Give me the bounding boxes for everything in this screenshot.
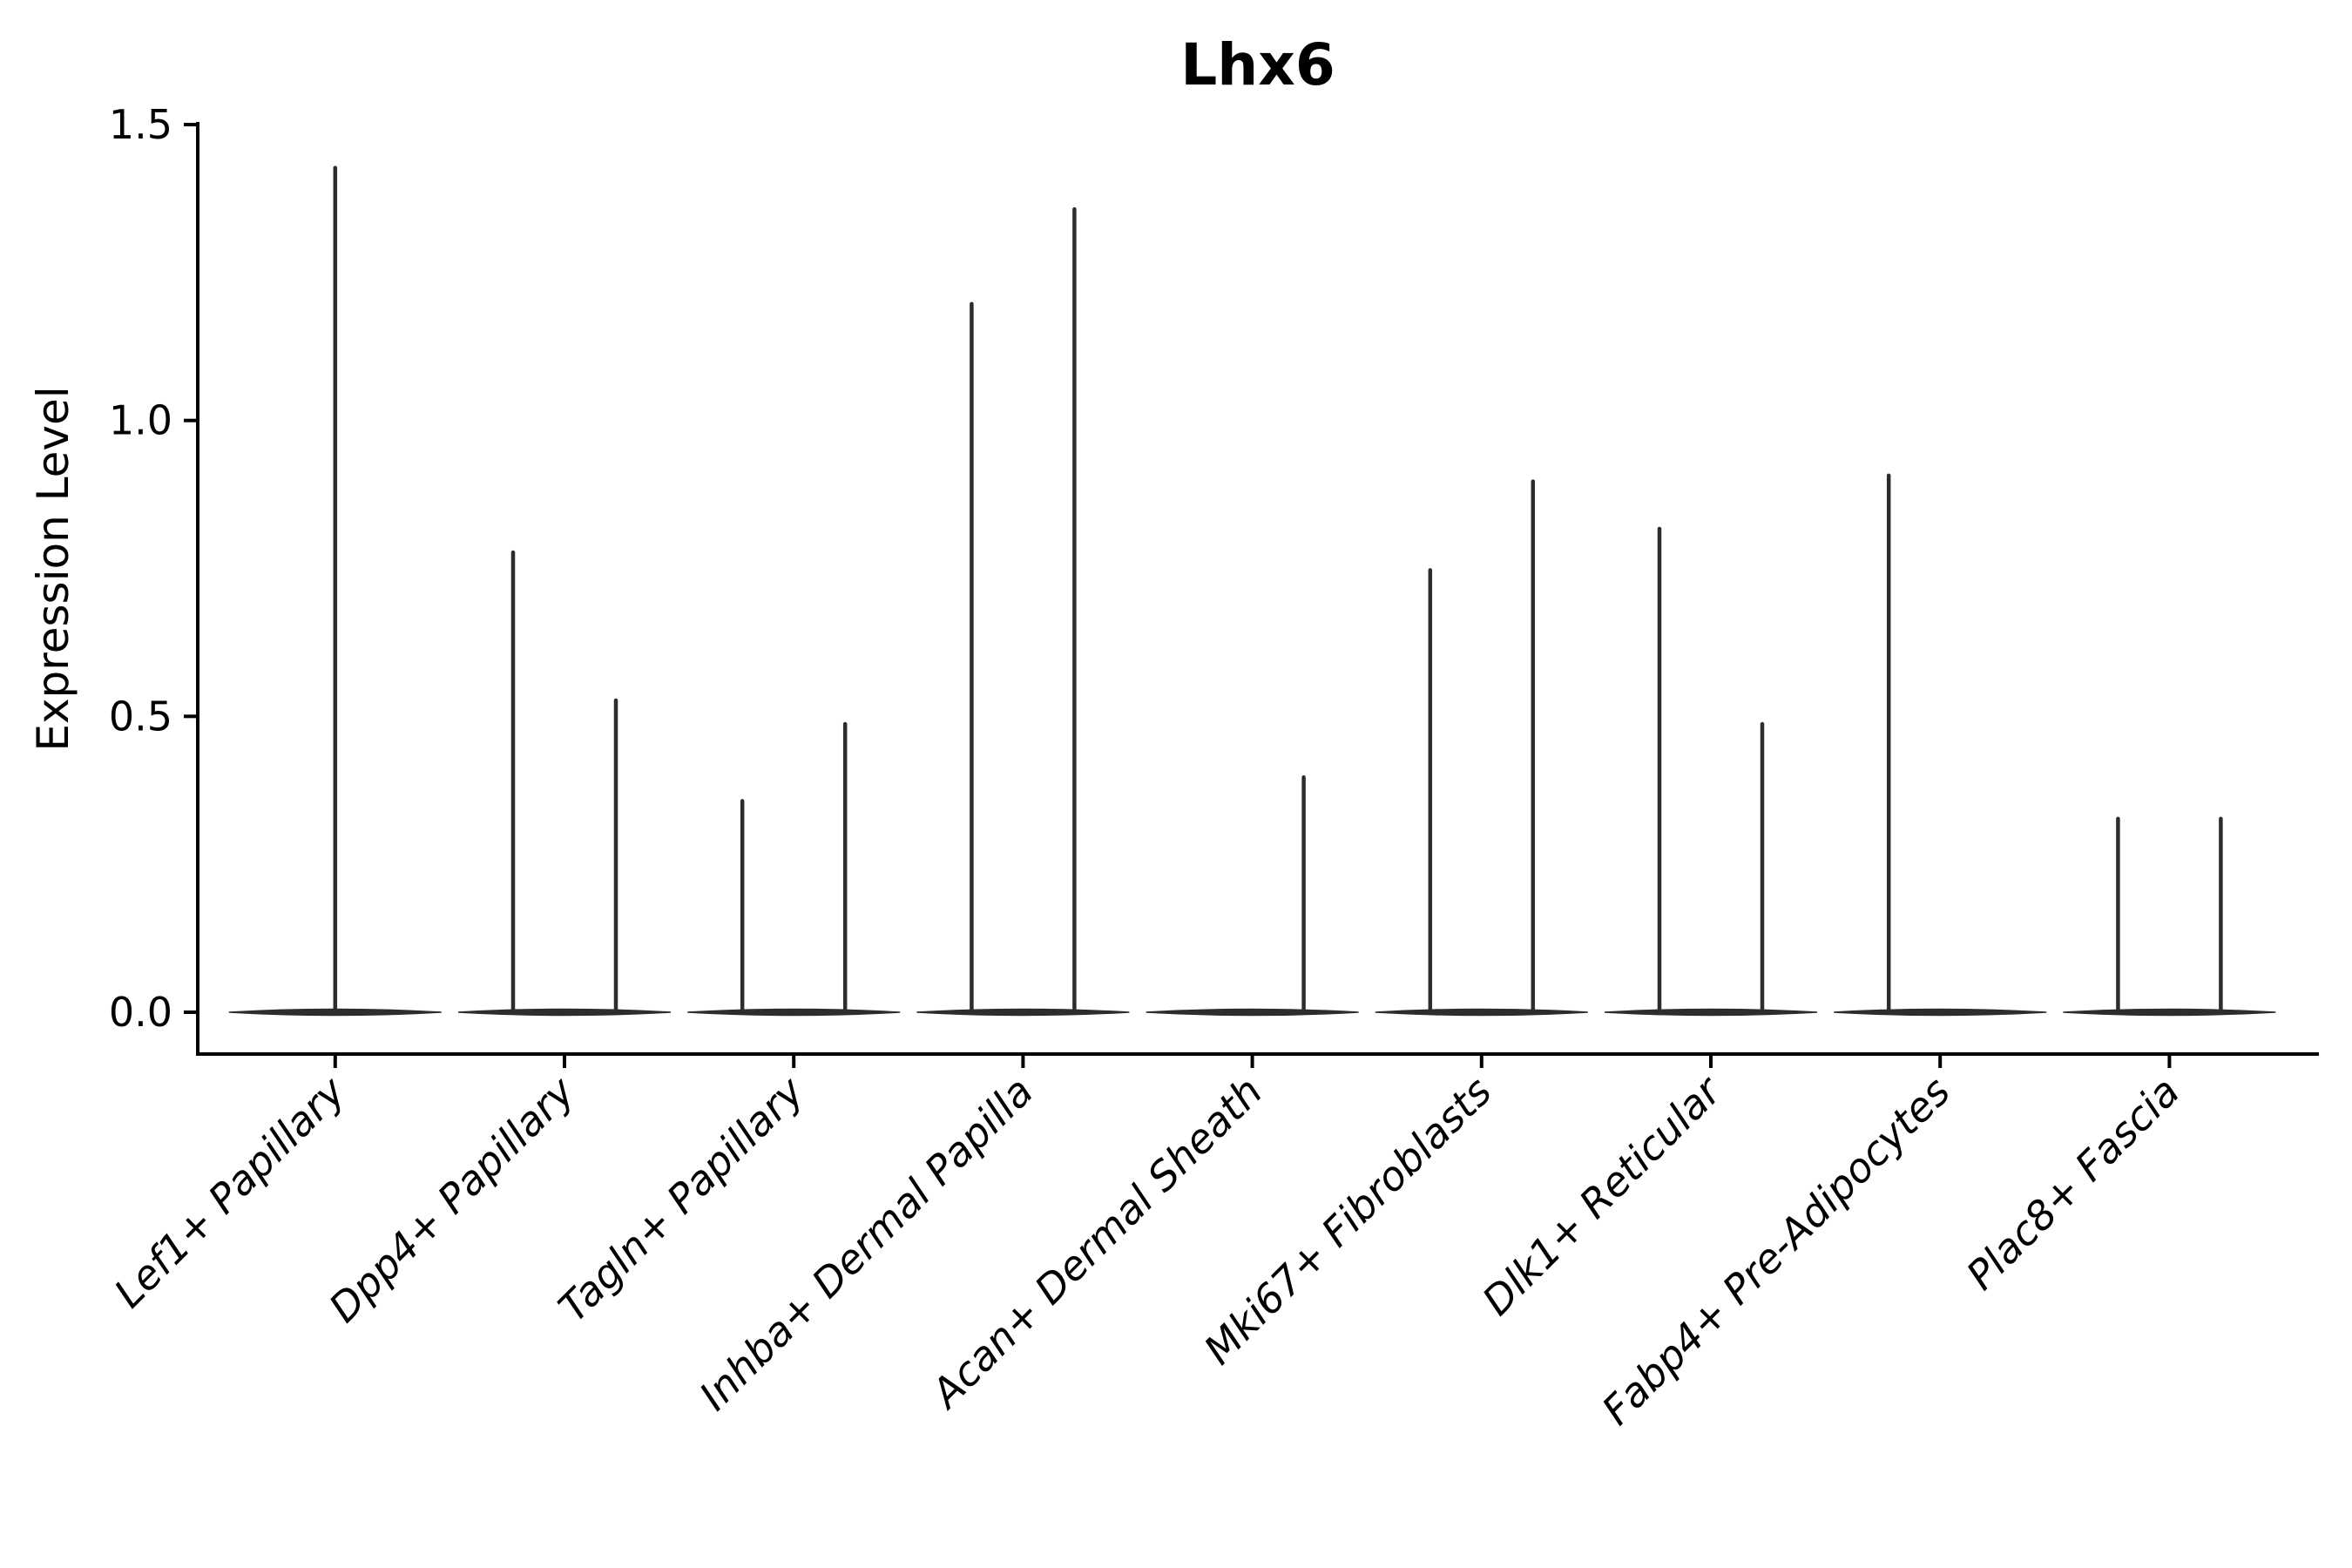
violin-baseline bbox=[1604, 1008, 1818, 1017]
violin-baseline bbox=[1834, 1008, 2047, 1017]
y-tick-label: 0.5 bbox=[109, 693, 172, 740]
y-tick-label: 1.0 bbox=[109, 397, 172, 444]
y-tick-label: 1.5 bbox=[109, 101, 172, 148]
violin-baseline bbox=[1375, 1008, 1588, 1017]
x-tick-label: Dlk1+ Reticular bbox=[1473, 1065, 1732, 1324]
violin-baseline bbox=[1146, 1008, 1359, 1017]
x-tick-label: Dpp4+ Papillary bbox=[320, 1067, 584, 1331]
y-axis-label: Expression Level bbox=[28, 386, 78, 751]
y-axis-ticks: 0.0 0.5 1.0 1.5 bbox=[109, 101, 196, 1036]
chart-title: Lhx6 bbox=[1180, 31, 1335, 98]
violin-baseline bbox=[2063, 1008, 2276, 1017]
violin-baseline bbox=[687, 1008, 901, 1017]
violin-baseline bbox=[916, 1008, 1130, 1017]
y-tick-label: 0.0 bbox=[109, 989, 172, 1036]
x-tick-label: Tagln+ Papillary bbox=[550, 1067, 814, 1331]
x-tick-label: Plac8+ Fascia bbox=[1957, 1068, 2188, 1299]
x-tick-label: Lef1+ Papillary bbox=[105, 1067, 355, 1316]
violins bbox=[228, 166, 2276, 1017]
violin-baseline bbox=[457, 1008, 672, 1017]
